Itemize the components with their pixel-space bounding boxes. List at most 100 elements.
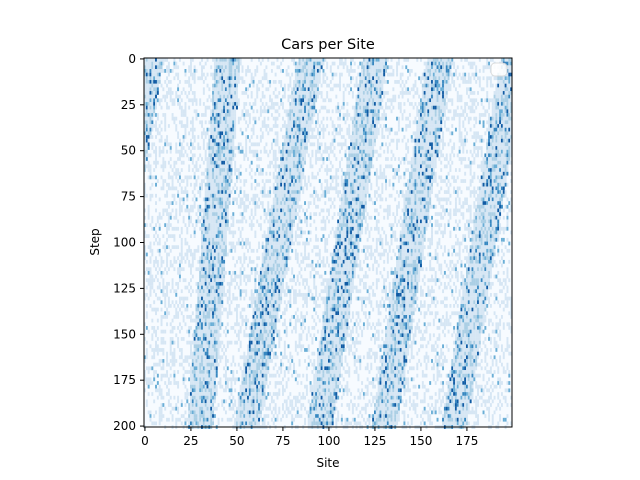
- heatmap-cell: [443, 98, 446, 103]
- heatmap-cell: [236, 146, 238, 150]
- heatmap-cell: [366, 157, 369, 161]
- heatmap-cell: [210, 171, 213, 176]
- heatmap-cell: [300, 124, 303, 128]
- heatmap-cell: [285, 193, 288, 198]
- heatmap-cell: [320, 157, 323, 161]
- heatmap-cell: [397, 204, 400, 209]
- heatmap-cell: [291, 204, 294, 209]
- heatmap-cell: [497, 135, 500, 139]
- heatmap-cell: [178, 204, 181, 209]
- heatmap-cell: [155, 175, 157, 180]
- heatmap-cell: [300, 94, 303, 99]
- heatmap-cell: [252, 131, 255, 136]
- heatmap-cell: [226, 146, 229, 150]
- heatmap-cell: [236, 80, 238, 84]
- heatmap-cell: [374, 87, 376, 92]
- heatmap-cell: [280, 83, 283, 88]
- heatmap-cell: [370, 120, 373, 125]
- heatmap-cell: [224, 160, 227, 165]
- heatmap-cell: [431, 69, 433, 73]
- heatmap-cell: [491, 193, 494, 198]
- heatmap-cell: [355, 76, 358, 81]
- heatmap-cell: [375, 72, 378, 77]
- heatmap-cell: [351, 164, 354, 169]
- heatmap-cell: [357, 135, 360, 139]
- heatmap-cell: [193, 193, 196, 198]
- heatmap-cell: [212, 212, 215, 216]
- heatmap-cell: [213, 186, 216, 191]
- heatmap-cell: [348, 197, 351, 202]
- heatmap-cell: [328, 208, 330, 213]
- heatmap-cell: [250, 186, 253, 191]
- heatmap-cell: [482, 160, 485, 165]
- heatmap-cell: [374, 127, 376, 132]
- heatmap-cell: [289, 113, 292, 117]
- heatmap-cell: [493, 168, 496, 172]
- heatmap-cell: [408, 160, 411, 165]
- heatmap-cell: [311, 61, 314, 66]
- heatmap-cell: [180, 168, 183, 172]
- heatmap-cell: [232, 109, 235, 114]
- heatmap-cell: [180, 153, 183, 158]
- heatmap-cell: [486, 91, 489, 95]
- heatmap-cell: [489, 153, 492, 158]
- heatmap-cell: [421, 179, 424, 183]
- heatmap-cell: [357, 116, 360, 121]
- heatmap-cell: [331, 124, 334, 128]
- heatmap-cell: [307, 94, 310, 99]
- heatmap-cell: [162, 61, 165, 66]
- heatmap-cell: [302, 127, 305, 132]
- heatmap-cell: [328, 153, 330, 158]
- heatmap-cell: [237, 204, 240, 209]
- heatmap-cell: [506, 105, 509, 110]
- heatmap-cell: [256, 69, 259, 73]
- heatmap-cell: [482, 65, 485, 70]
- heatmap-cell: [145, 94, 148, 99]
- heatmap-cell: [482, 124, 485, 128]
- heatmap-cell: [149, 120, 152, 125]
- heatmap-cell: [493, 190, 496, 194]
- heatmap-cell: [221, 105, 224, 110]
- heatmap-cell: [471, 175, 474, 180]
- heatmap-cell: [217, 182, 220, 187]
- heatmap-cell: [228, 164, 231, 169]
- heatmap-cell: [506, 61, 509, 66]
- heatmap-cell: [350, 76, 353, 81]
- heatmap-cell: [217, 138, 220, 143]
- heatmap-cell: [258, 80, 261, 84]
- heatmap-cell: [263, 105, 266, 110]
- heatmap-cell: [374, 72, 376, 77]
- heatmap-cell: [289, 109, 292, 114]
- heatmap-cell: [348, 146, 351, 150]
- heatmap-cell: [186, 116, 189, 121]
- heatmap-cell: [252, 149, 255, 154]
- heatmap-cell: [234, 160, 237, 165]
- heatmap-cell: [416, 153, 419, 158]
- heatmap-cell: [357, 109, 360, 114]
- heatmap-cell: [213, 65, 216, 70]
- heatmap-cell: [366, 80, 369, 84]
- heatmap-cell: [377, 116, 380, 121]
- heatmap-cell: [368, 83, 371, 88]
- heatmap-cell: [440, 160, 443, 165]
- heatmap-cell: [149, 135, 152, 139]
- heatmap-cell: [239, 201, 242, 205]
- heatmap-cell: [381, 83, 384, 88]
- heatmap-cell: [421, 146, 424, 150]
- heatmap-cell: [313, 65, 316, 70]
- heatmap-cell: [289, 182, 292, 187]
- heatmap-cell: [217, 212, 220, 216]
- heatmap-cell: [493, 193, 496, 198]
- heatmap-cell: [499, 190, 502, 194]
- heatmap-cell: [287, 65, 290, 70]
- heatmap-cell: [204, 168, 207, 172]
- heatmap-cell: [502, 80, 505, 84]
- heatmap-cell: [466, 131, 468, 136]
- heatmap-cell: [370, 116, 373, 121]
- heatmap-cell: [364, 127, 367, 132]
- heatmap-cell: [504, 160, 507, 165]
- heatmap-cell: [164, 98, 167, 103]
- heatmap-cell: [223, 116, 226, 121]
- heatmap-cell: [320, 83, 323, 88]
- heatmap-cell: [256, 142, 259, 147]
